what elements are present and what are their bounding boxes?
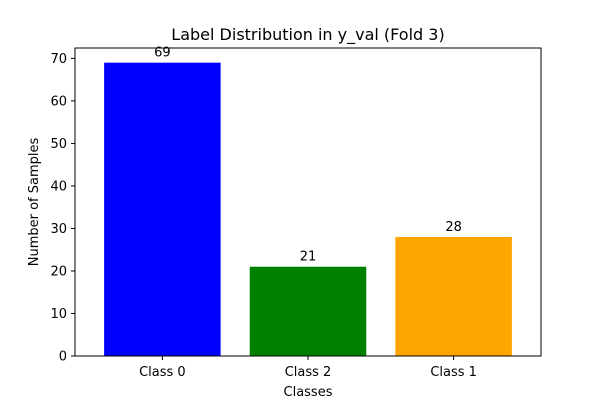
y-axis-label: Number of Samples [27,138,42,267]
y-tick-label: 60 [50,94,67,109]
bars-layer [104,62,512,357]
y-tick-label: 40 [50,179,67,194]
y-tick-label: 10 [50,307,67,322]
bar-value-label: 21 [300,250,317,265]
chart-title: Label Distribution in y_val (Fold 3) [171,25,444,45]
y-tick-label: 0 [59,350,67,365]
x-tick-label: Class 2 [285,365,332,380]
bar-class-0 [104,62,221,357]
y-tick-label: 70 [50,52,67,67]
bar-value-label: 28 [445,220,462,235]
x-tick-label: Class 1 [430,365,477,380]
y-tick-label: 20 [50,264,67,279]
bar-class-2 [249,266,367,356]
bar-value-label: 69 [154,46,171,61]
y-axis: 0 10 20 30 40 50 60 70 [50,52,75,365]
y-tick-label: 30 [50,222,67,237]
x-axis-label: Classes [284,385,333,400]
x-axis: Class 0 Class 2 Class 1 [139,356,477,380]
x-tick-label: Class 0 [139,365,186,380]
y-tick-label: 50 [50,137,67,152]
bar-class-1 [395,236,512,356]
value-labels-layer: 69 21 28 [154,46,462,265]
